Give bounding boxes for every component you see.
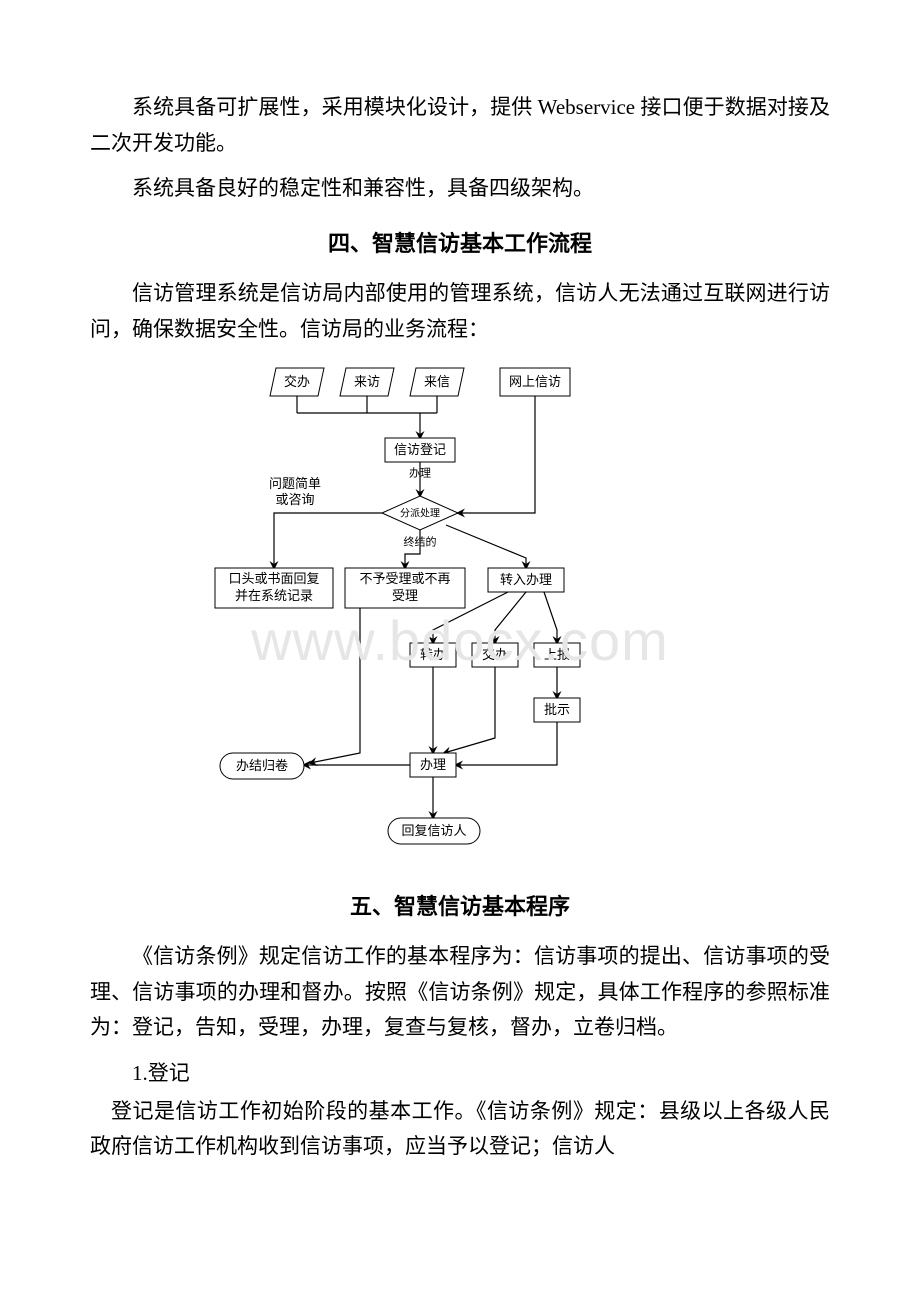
- svg-text:回复信访人: 回复信访人: [401, 823, 466, 838]
- svg-text:受理: 受理: [392, 588, 418, 603]
- node-jiaoban2: 交办: [472, 643, 518, 667]
- svg-text:不予受理或不再: 不予受理或不再: [359, 571, 450, 586]
- svg-text:分派处理: 分派处理: [400, 507, 440, 519]
- paragraph-3: 信访管理系统是信访局内部使用的管理系统，信访人无法通过互联网进行访问，确保数据安…: [90, 276, 830, 347]
- node-zhongjie_lbl: 终结的: [404, 534, 437, 548]
- node-huifu: 回复信访人: [388, 818, 480, 844]
- svg-text:口头或书面回复: 口头或书面回复: [228, 571, 319, 586]
- node-zhuanban: 转办: [410, 643, 456, 667]
- svg-text:交办: 交办: [284, 374, 310, 389]
- node-laixin: 来信: [410, 368, 464, 396]
- svg-text:办理: 办理: [409, 466, 431, 479]
- node-dengji: 信访登记: [385, 438, 455, 462]
- svg-text:终结的: 终结的: [404, 534, 437, 548]
- svg-text:上报: 上报: [544, 647, 570, 662]
- flowchart-container: www.bdocx.com 交办来访来信网上信访信访登记办理分派处理问题简单或咨…: [210, 358, 710, 870]
- paragraph-2: 系统具备良好的稳定性和兼容性，具备四级架构。: [90, 171, 830, 207]
- paragraph-4: 《信访条例》规定信访工作的基本程序为：信访事项的提出、信访事项的受理、信访事项的…: [90, 939, 830, 1046]
- svg-text:交办: 交办: [482, 647, 508, 662]
- svg-text:或咨询: 或咨询: [275, 492, 314, 507]
- paragraph-1: 系统具备可扩展性，采用模块化设计，提供 Webservice 接口便于数据对接及…: [90, 90, 830, 161]
- svg-text:转入办理: 转入办理: [500, 572, 552, 587]
- node-pishi: 批示: [534, 698, 580, 722]
- heading-workflow: 四、智慧信访基本工作流程: [90, 225, 830, 262]
- svg-text:办理: 办理: [420, 757, 446, 772]
- node-laifang: 来访: [340, 368, 394, 396]
- heading-procedure: 五、智慧信访基本程序: [90, 888, 830, 925]
- node-banli_lbl: 办理: [409, 466, 431, 479]
- numbered-1: 1.登记: [90, 1056, 830, 1092]
- node-buyu: 不予受理或不再受理: [345, 568, 465, 608]
- node-shangbao: 上报: [534, 643, 580, 667]
- flowchart-svg: 交办来访来信网上信访信访登记办理分派处理问题简单或咨询终结的口头或书面回复并在系…: [210, 358, 630, 858]
- node-jiaoban_top: 交办: [270, 368, 324, 396]
- node-banjie: 办结归卷: [220, 753, 304, 779]
- svg-text:办结归卷: 办结归卷: [236, 758, 288, 773]
- node-banli2: 办理: [410, 753, 456, 777]
- svg-text:来访: 来访: [354, 374, 380, 389]
- svg-text:并在系统记录: 并在系统记录: [235, 588, 313, 603]
- paragraph-5: 登记是信访工作初始阶段的基本工作。《信访条例》规定：县级以上各级人民政府信访工作…: [90, 1094, 830, 1165]
- svg-text:信访登记: 信访登记: [394, 442, 446, 457]
- node-zhuanru: 转入办理: [488, 568, 564, 592]
- svg-text:问题简单: 问题简单: [269, 476, 321, 491]
- svg-text:网上信访: 网上信访: [509, 374, 561, 389]
- node-wangshang: 网上信访: [500, 368, 570, 396]
- svg-text:转办: 转办: [420, 647, 446, 662]
- svg-text:批示: 批示: [544, 702, 570, 717]
- node-cond_left: 问题简单或咨询: [269, 476, 321, 507]
- svg-text:来信: 来信: [424, 374, 450, 389]
- node-koutou: 口头或书面回复并在系统记录: [215, 568, 333, 608]
